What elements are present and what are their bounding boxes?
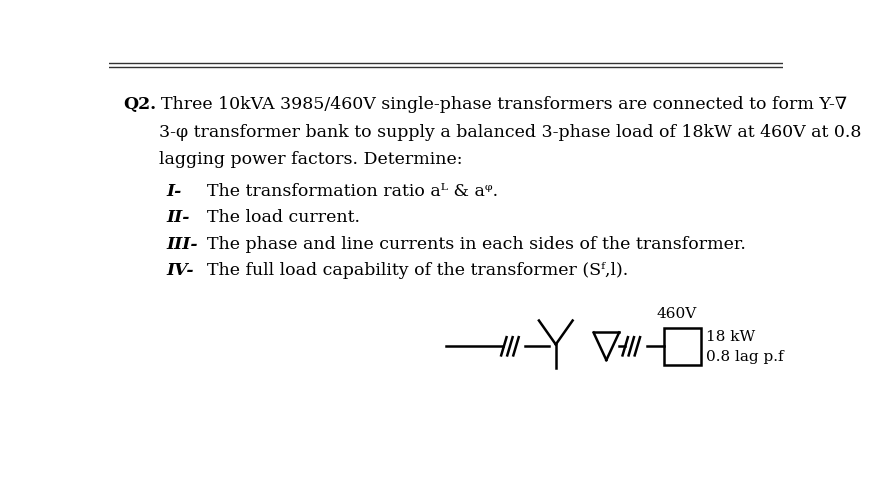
Bar xyxy=(663,328,700,365)
Text: II-: II- xyxy=(166,209,189,226)
Text: 3-φ transformer bank to supply a balanced 3-phase load of 18kW at 460V at 0.8: 3-φ transformer bank to supply a balance… xyxy=(159,124,860,141)
Text: Q2.: Q2. xyxy=(123,96,156,113)
Text: IV-: IV- xyxy=(166,262,194,279)
Text: 18 kW: 18 kW xyxy=(706,330,754,344)
Text: lagging power factors. Determine:: lagging power factors. Determine: xyxy=(159,151,462,168)
Text: The full load capability of the transformer (Sᶠ,l).: The full load capability of the transfor… xyxy=(206,262,627,279)
Text: 460V: 460V xyxy=(656,306,696,321)
Text: The phase and line currents in each sides of the transformer.: The phase and line currents in each side… xyxy=(206,236,745,252)
Text: 0.8 lag p.f: 0.8 lag p.f xyxy=(706,350,783,364)
Text: The transformation ratio aᴸ & aᵠ.: The transformation ratio aᴸ & aᵠ. xyxy=(206,183,497,199)
Text: III-: III- xyxy=(166,236,197,252)
Text: I-: I- xyxy=(166,183,182,199)
Text: The load current.: The load current. xyxy=(206,209,359,226)
Text: Three 10kVA 3985/460V single-phase transformers are connected to form Y-∇: Three 10kVA 3985/460V single-phase trans… xyxy=(161,96,846,113)
